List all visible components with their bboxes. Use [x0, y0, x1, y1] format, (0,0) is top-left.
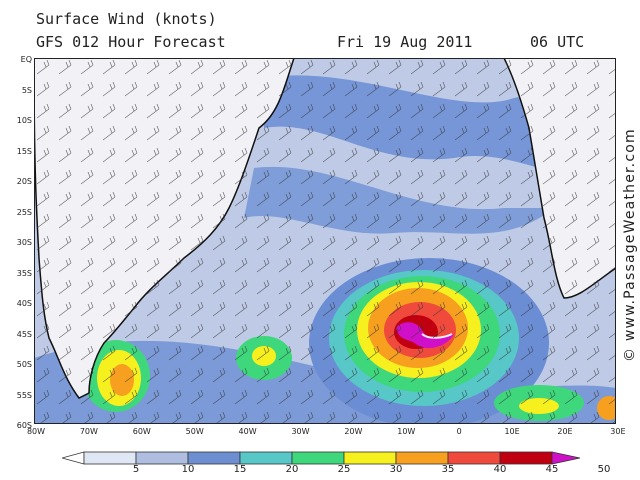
lon-label: 50W [185, 427, 204, 436]
lat-label: 45S [16, 329, 32, 339]
colorbar-label: 50 [597, 464, 611, 475]
colorbar-swatch [62, 451, 85, 465]
colorbar-swatch [343, 451, 397, 465]
lon-label: 0 [456, 427, 462, 436]
lat-label: 5S [21, 85, 32, 95]
lat-label: 15S [16, 146, 32, 156]
colorbar-swatch [447, 451, 501, 465]
colorbar-label: 45 [545, 464, 559, 475]
forecast-label: GFS 012 Hour Forecast [36, 33, 226, 51]
colorbar-label: 10 [181, 464, 195, 475]
colorbar-label: 20 [285, 464, 299, 475]
lat-label: 25S [16, 207, 32, 217]
lat-label: 50S [16, 360, 32, 369]
forecast-time: 06 UTC [530, 33, 585, 51]
colorbar-label: 40 [493, 464, 507, 475]
lon-label: 20W [344, 427, 363, 436]
colorbar-swatch [551, 451, 581, 465]
lat-label: 35S [16, 268, 32, 278]
colorbar-label: 35 [441, 464, 455, 475]
lon-label: 10E [504, 427, 520, 436]
lat-label: 20S [16, 177, 32, 186]
colorbar-swatch [291, 451, 345, 465]
wind-barbs-layer [34, 58, 616, 424]
lat-label: EQ [20, 55, 32, 64]
lat-label: 40S [16, 299, 32, 308]
lon-label: 30E [610, 427, 626, 436]
lon-label: 60W [132, 427, 151, 436]
colorbar-swatch [83, 451, 137, 465]
colorbar [62, 451, 581, 465]
forecast-date: Fri 19 Aug 2011 [337, 33, 473, 51]
wind-map [34, 58, 616, 424]
lat-label: 30S [16, 238, 32, 247]
colorbar-swatch [135, 451, 189, 465]
colorbar-label: 5 [132, 464, 140, 475]
credit-watermark: © www.PassageWeather.com [622, 128, 638, 362]
colorbar-swatch [395, 451, 449, 465]
colorbar-label: 25 [337, 464, 351, 475]
lon-label: 70W [79, 427, 98, 436]
lon-label: 30W [291, 427, 310, 436]
map-title: Surface Wind (knots) [36, 10, 217, 28]
colorbar-swatch [187, 451, 241, 465]
lon-label: 80W [26, 427, 46, 436]
lon-label: 10W [397, 427, 416, 436]
lon-label: 20E [557, 427, 573, 436]
lon-label: 40W [238, 427, 257, 436]
colorbar-label: 30 [389, 464, 403, 475]
colorbar-swatch [499, 451, 553, 465]
colorbar-label: 15 [233, 464, 247, 475]
lat-label: 10S [16, 116, 32, 125]
lat-label: 55S [16, 390, 32, 400]
lat-label: 60S [16, 421, 32, 430]
colorbar-swatch [239, 451, 293, 465]
